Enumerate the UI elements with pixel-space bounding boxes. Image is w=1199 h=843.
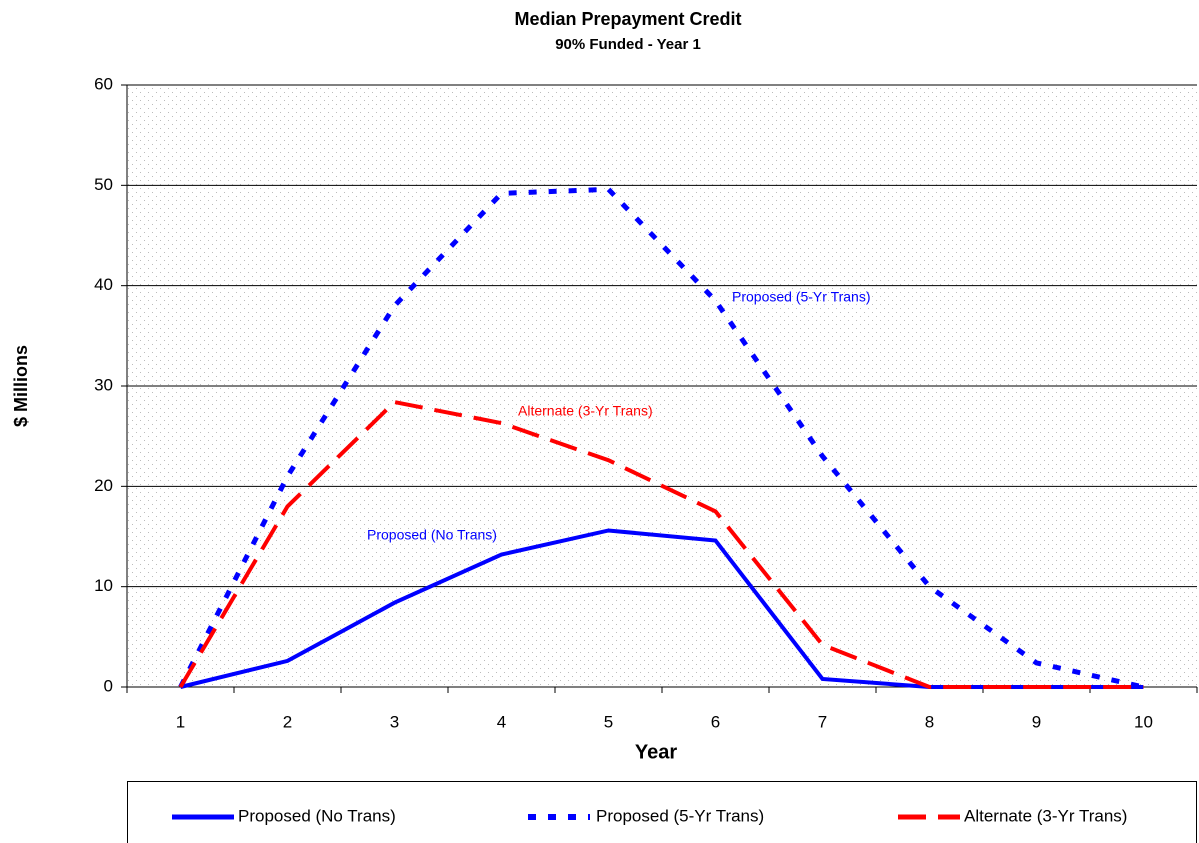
annotation: Proposed (5-Yr Trans): [732, 289, 871, 305]
x-tick-label: 1: [176, 712, 185, 731]
y-tick-label: 50: [94, 175, 113, 194]
x-tick-label: 3: [390, 712, 399, 731]
y-axis-label: $ Millions: [11, 345, 31, 427]
x-tick-label: 2: [283, 712, 292, 731]
annotation: Alternate (3-Yr Trans): [518, 403, 653, 419]
y-tick-label: 40: [94, 275, 113, 294]
legend-label: Proposed (5-Yr Trans): [596, 806, 764, 825]
x-axis-label: Year: [635, 741, 677, 763]
series-line: [178, 399, 1144, 689]
series-line: [180, 528, 1144, 689]
x-tick-label: 9: [1032, 712, 1041, 731]
y-tick-label: 20: [94, 476, 113, 495]
y-tick-label: 30: [94, 375, 113, 394]
x-tick-label: 7: [818, 712, 827, 731]
legend-label: Alternate (3-Yr Trans): [964, 806, 1127, 825]
x-tick-label: 8: [925, 712, 934, 731]
chart-subtitle: 90% Funded - Year 1: [555, 36, 701, 53]
annotation: Proposed (No Trans): [367, 527, 497, 543]
y-tick-label: 60: [94, 74, 113, 93]
x-tick-label: 4: [497, 712, 506, 731]
chart-title: Median Prepayment Credit: [514, 9, 741, 29]
y-tick-label: 10: [94, 576, 113, 595]
x-tick-label: 6: [711, 712, 720, 731]
legend-label: Proposed (No Trans): [238, 806, 396, 825]
y-tick-label: 0: [104, 676, 113, 695]
x-tick-label: 5: [604, 712, 613, 731]
legend-box: [127, 781, 1197, 843]
x-tick-label: 10: [1134, 712, 1153, 731]
